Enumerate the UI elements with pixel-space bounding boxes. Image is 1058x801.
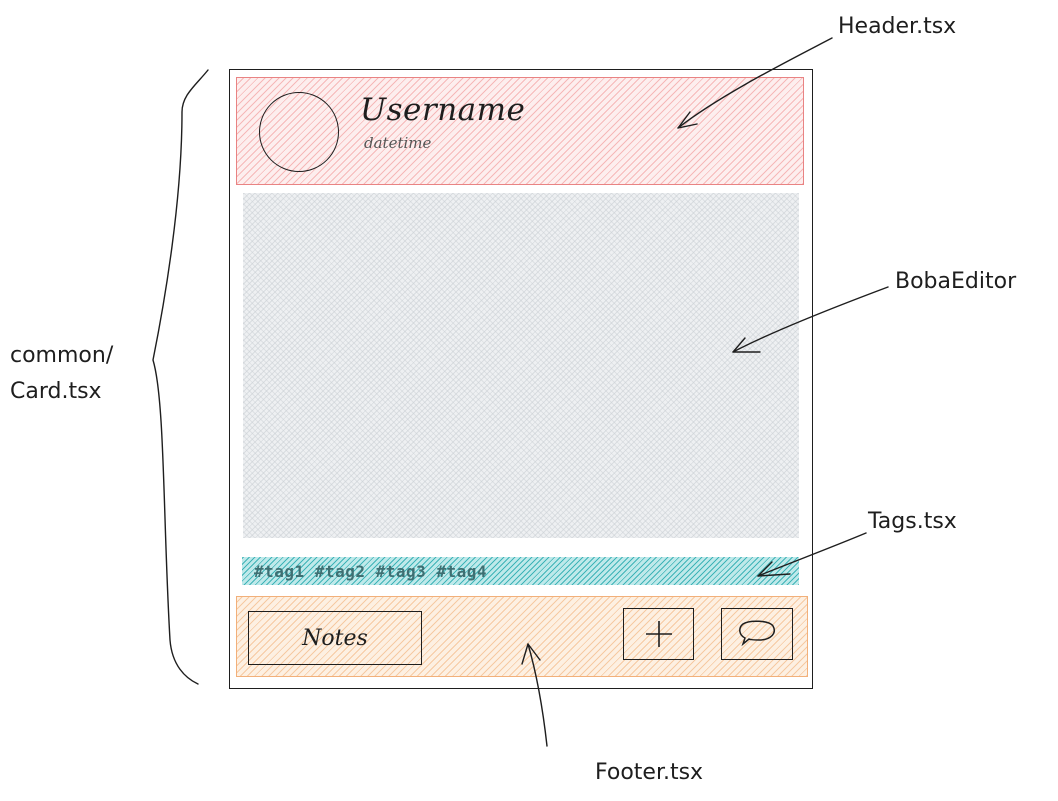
footer-annotation: Footer.tsx — [595, 760, 704, 785]
notes-button[interactable]: Notes — [248, 611, 422, 665]
card-annotation-line2: Card.tsx — [10, 379, 102, 404]
notes-label: Notes — [302, 625, 368, 651]
card-annotation-line1: common/ — [10, 343, 114, 368]
add-button[interactable] — [623, 608, 694, 660]
speech-bubble-icon — [739, 620, 775, 647]
avatar[interactable] — [259, 92, 339, 172]
boba-editor[interactable] — [243, 193, 799, 538]
username: Username — [360, 92, 526, 128]
card-brace — [152, 69, 209, 685]
comment-button[interactable] — [721, 608, 793, 660]
datetime: datetime — [364, 134, 432, 152]
editor-annotation: BobaEditor — [895, 269, 1017, 294]
plus-icon — [645, 621, 672, 647]
tags-bar — [242, 557, 799, 585]
header-annotation: Header.tsx — [838, 14, 957, 39]
card-frame — [229, 69, 813, 689]
tags-annotation: Tags.tsx — [868, 509, 957, 534]
tags-text[interactable]: #tag1 #tag2 #tag3 #tag4 — [254, 562, 488, 581]
